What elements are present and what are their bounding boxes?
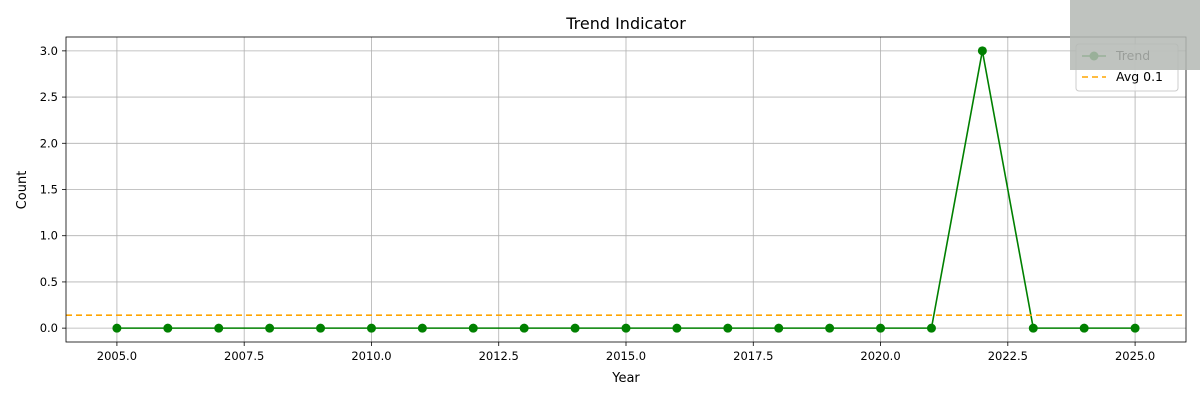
- trend-point: [316, 323, 326, 333]
- trend-point: [774, 323, 784, 333]
- x-tick-label: 2025.0: [1115, 349, 1155, 363]
- trend-point: [926, 323, 936, 333]
- x-tick-label: 2012.5: [479, 349, 519, 363]
- x-tick-label: 2022.5: [988, 349, 1028, 363]
- trend-point: [417, 323, 427, 333]
- y-tick-label: 2.0: [40, 136, 58, 150]
- trend-point: [112, 323, 122, 333]
- trend-point: [672, 323, 682, 333]
- trend-point: [214, 323, 224, 333]
- trend-point: [1130, 323, 1140, 333]
- x-tick-label: 2007.5: [224, 349, 264, 363]
- y-tick-label: 2.5: [40, 90, 58, 104]
- y-axis-label: Count: [15, 171, 30, 210]
- trend-point: [519, 323, 529, 333]
- trend-point: [570, 323, 580, 333]
- trend-point: [977, 46, 987, 56]
- x-tick-label: 2010.0: [351, 349, 391, 363]
- axes: 2005.0 2007.5 2010.0 2012.5 2015.0 2017.5 2020…: [40, 36, 1187, 363]
- trend-point: [723, 323, 733, 333]
- plot-frame: [65, 36, 1187, 343]
- trend-point: [468, 323, 478, 333]
- chart-title: Trend Indicator: [565, 14, 686, 33]
- trend-point: [825, 323, 835, 333]
- y-tick-label: 3.0: [40, 44, 58, 58]
- trend-point: [265, 323, 275, 333]
- y-tick-label: 0.0: [40, 321, 58, 335]
- trend-point: [1028, 323, 1038, 333]
- trend-point: [621, 323, 631, 333]
- trend-point: [876, 323, 886, 333]
- x-tick-label: 2017.5: [733, 349, 773, 363]
- trend-point: [366, 323, 376, 333]
- legend-label: Avg 0.1: [1116, 69, 1163, 84]
- trend-point: [1079, 323, 1089, 333]
- overlay-block: [1070, 0, 1200, 70]
- x-tick-label: 2015.0: [606, 349, 646, 363]
- y-tick-label: 0.5: [40, 275, 58, 289]
- y-tick-label: 1.5: [40, 183, 58, 197]
- x-axis-label: Year: [611, 371, 640, 386]
- x-tick-label: 2005.0: [97, 349, 137, 363]
- y-tick-label: 1.0: [40, 229, 58, 243]
- x-tick-label: 2020.0: [860, 349, 900, 363]
- trend-point: [163, 323, 173, 333]
- grid: [66, 37, 1186, 342]
- plot-data: [66, 46, 1186, 333]
